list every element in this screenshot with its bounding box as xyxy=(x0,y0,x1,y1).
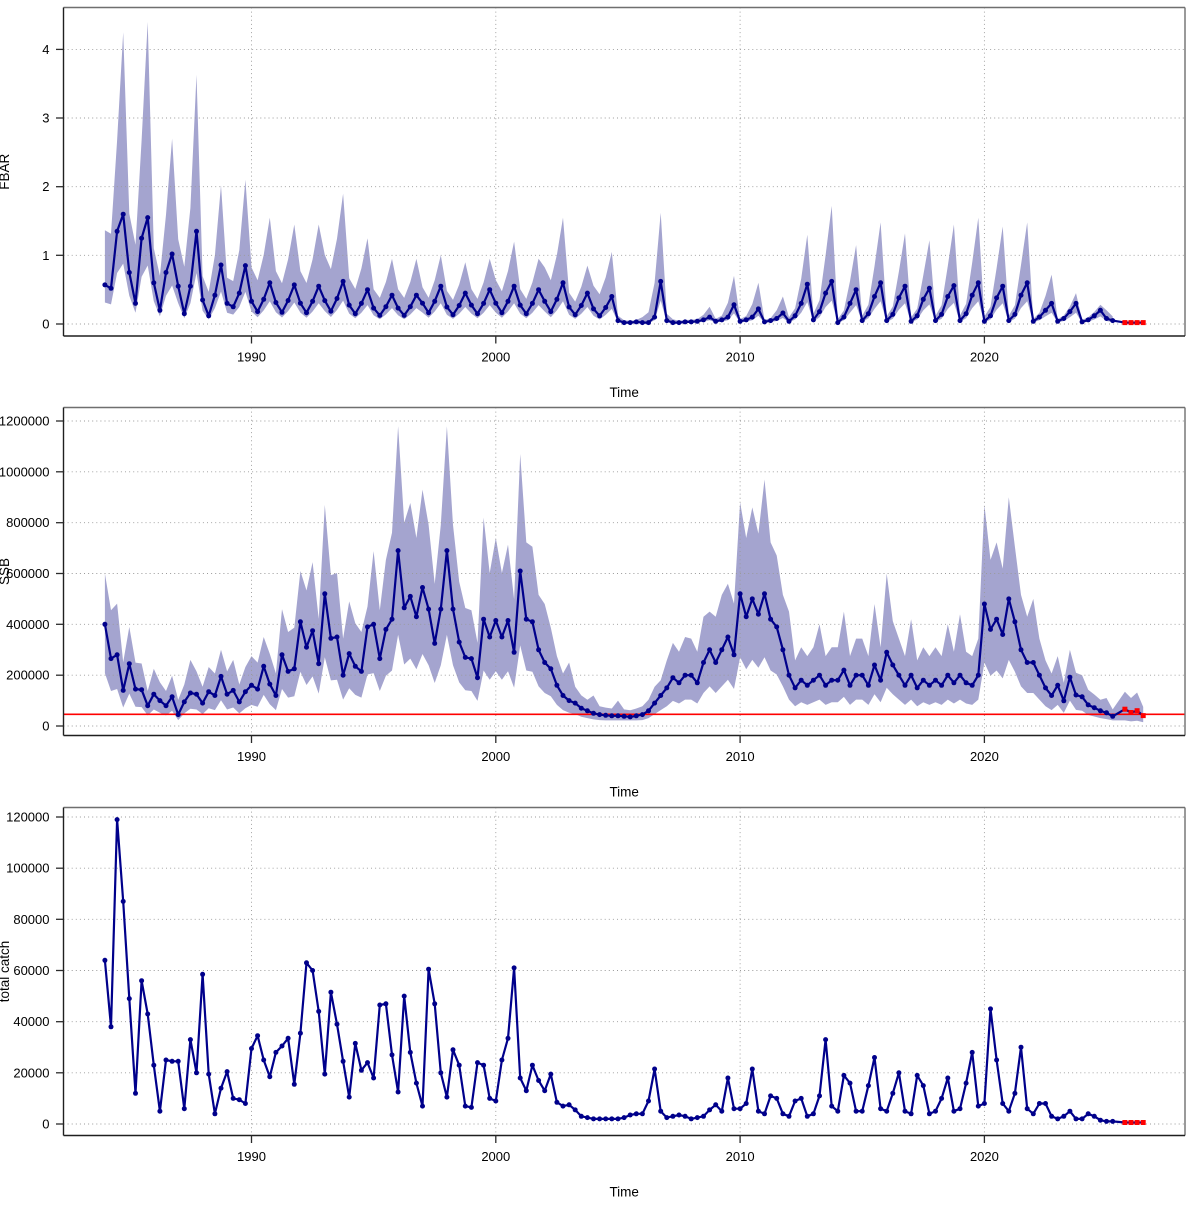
svg-text:80000: 80000 xyxy=(13,912,49,927)
svg-text:0: 0 xyxy=(42,719,49,734)
svg-text:3: 3 xyxy=(42,111,49,126)
svg-text:2020: 2020 xyxy=(970,1149,999,1164)
svg-text:2020: 2020 xyxy=(970,350,999,365)
svg-text:1: 1 xyxy=(42,248,49,263)
svg-text:1200000: 1200000 xyxy=(0,414,50,429)
svg-text:2010: 2010 xyxy=(726,749,755,764)
svg-text:2010: 2010 xyxy=(726,1149,755,1164)
svg-text:Time: Time xyxy=(609,785,639,800)
svg-text:0: 0 xyxy=(42,1117,49,1132)
svg-text:20000: 20000 xyxy=(13,1065,49,1080)
svg-text:600000: 600000 xyxy=(6,566,49,581)
svg-text:400000: 400000 xyxy=(6,617,49,632)
svg-text:120000: 120000 xyxy=(6,810,49,825)
svg-text:1000000: 1000000 xyxy=(0,464,50,479)
svg-text:800000: 800000 xyxy=(6,515,49,530)
svg-text:100000: 100000 xyxy=(6,861,49,876)
svg-text:1990: 1990 xyxy=(237,350,266,365)
svg-text:200000: 200000 xyxy=(6,668,49,683)
svg-text:2000: 2000 xyxy=(481,1149,510,1164)
svg-text:FBAR: FBAR xyxy=(0,154,12,190)
svg-text:60000: 60000 xyxy=(13,963,49,978)
svg-text:0: 0 xyxy=(42,317,49,332)
svg-text:2010: 2010 xyxy=(726,350,755,365)
svg-text:SSB: SSB xyxy=(0,558,12,585)
svg-text:total catch: total catch xyxy=(0,941,12,1003)
svg-text:2000: 2000 xyxy=(481,749,510,764)
svg-text:2000: 2000 xyxy=(481,350,510,365)
svg-text:2020: 2020 xyxy=(970,749,999,764)
svg-text:Time: Time xyxy=(609,1185,639,1200)
svg-text:2: 2 xyxy=(42,179,49,194)
svg-text:Time: Time xyxy=(609,385,639,400)
svg-text:1990: 1990 xyxy=(237,749,266,764)
svg-text:1990: 1990 xyxy=(237,1149,266,1164)
svg-text:40000: 40000 xyxy=(13,1014,49,1029)
svg-text:4: 4 xyxy=(42,42,49,57)
